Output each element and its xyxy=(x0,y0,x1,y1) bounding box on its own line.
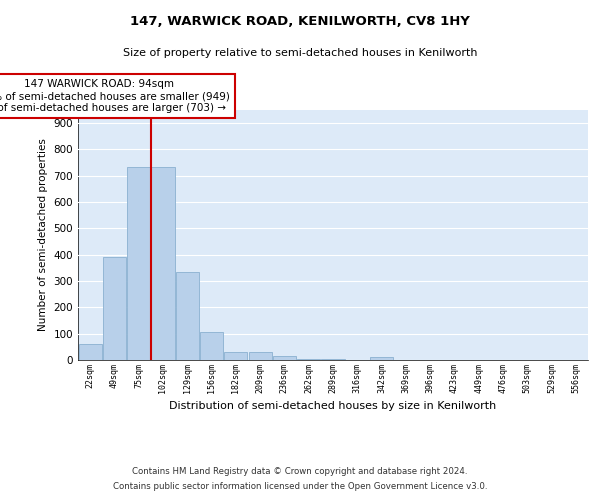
Bar xyxy=(200,332,223,360)
Bar xyxy=(103,258,126,360)
Bar xyxy=(370,358,393,360)
Bar xyxy=(248,352,272,360)
Text: Contains public sector information licensed under the Open Government Licence v3: Contains public sector information licen… xyxy=(113,482,487,491)
Bar xyxy=(127,166,150,360)
Text: 147, WARWICK ROAD, KENILWORTH, CV8 1HY: 147, WARWICK ROAD, KENILWORTH, CV8 1HY xyxy=(130,15,470,28)
Y-axis label: Number of semi-detached properties: Number of semi-detached properties xyxy=(38,138,48,332)
Bar xyxy=(176,272,199,360)
Bar xyxy=(79,344,101,360)
Text: Size of property relative to semi-detached houses in Kenilworth: Size of property relative to semi-detach… xyxy=(123,48,477,58)
Bar xyxy=(224,352,247,360)
Bar xyxy=(273,356,296,360)
Bar xyxy=(322,358,344,360)
Bar xyxy=(151,166,175,360)
Text: 147 WARWICK ROAD: 94sqm
← 56% of semi-detached houses are smaller (949)
42% of s: 147 WARWICK ROAD: 94sqm ← 56% of semi-de… xyxy=(0,80,230,112)
Bar xyxy=(297,358,320,360)
X-axis label: Distribution of semi-detached houses by size in Kenilworth: Distribution of semi-detached houses by … xyxy=(169,401,497,411)
Text: Contains HM Land Registry data © Crown copyright and database right 2024.: Contains HM Land Registry data © Crown c… xyxy=(132,467,468,476)
